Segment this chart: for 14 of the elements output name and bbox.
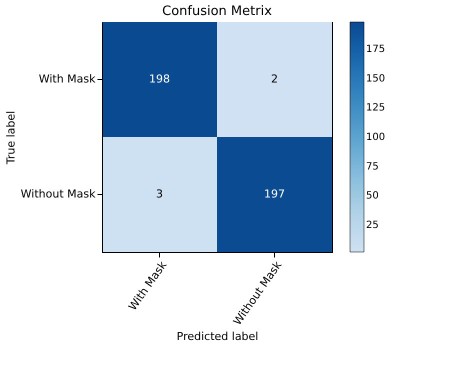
color-bar-label: 125	[366, 102, 386, 114]
color-bar-label: 50	[366, 190, 379, 202]
data-label: 198	[149, 72, 170, 86]
chart-title: Confusion Metrix	[162, 4, 272, 19]
color-bar-label: 75	[366, 161, 379, 172]
color-bar-label: 25	[366, 220, 379, 232]
data-label: 3	[156, 188, 163, 200]
y-axis-title: True label	[4, 110, 18, 166]
color-bar-label: 100	[366, 132, 386, 143]
data-label: 197	[264, 188, 285, 200]
x-axis-title: Predicted label	[176, 330, 258, 344]
data-label: 2	[271, 72, 278, 86]
color-bar-label: 175	[366, 44, 386, 55]
color-bar-label: 150	[366, 73, 386, 84]
